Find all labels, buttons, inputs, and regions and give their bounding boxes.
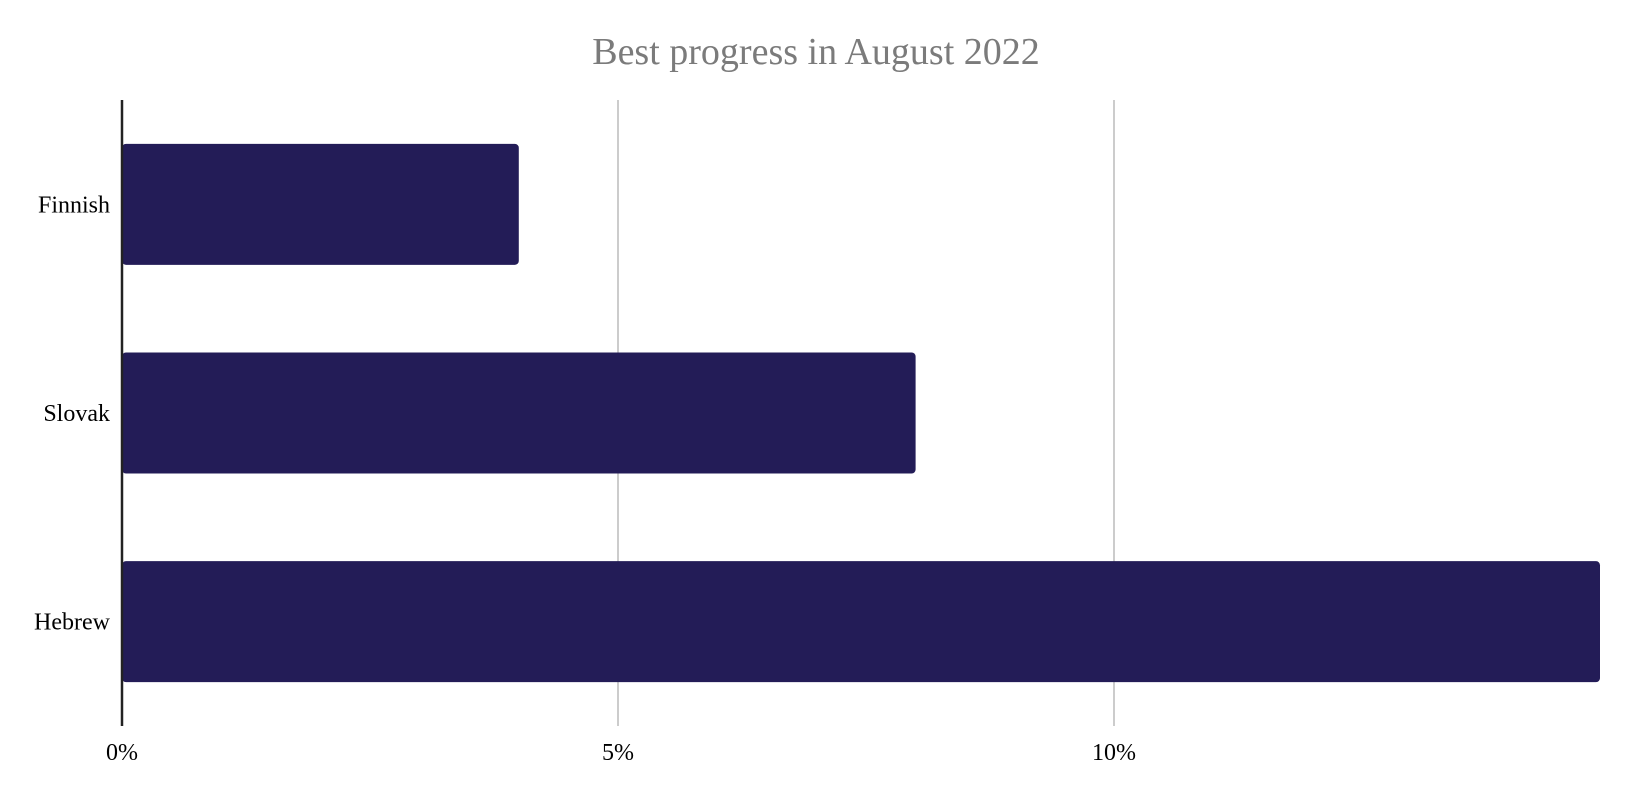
bar-slovak (122, 352, 916, 474)
category-label-slovak: Slovak (43, 401, 110, 427)
category-label-finnish: Finnish (38, 192, 110, 218)
x-tick-label: 5% (602, 740, 634, 766)
x-tick-label: 0% (106, 740, 138, 766)
x-axis-ticks: 0% 5% 10% (106, 740, 1136, 766)
chart-title: Best progress in August 2022 (592, 31, 1040, 73)
bar-finnish (122, 143, 519, 265)
category-label-hebrew: Hebrew (34, 610, 111, 636)
bar-hebrew (122, 561, 1600, 683)
category-labels: Finnish Slovak Hebrew (34, 192, 111, 635)
bars (122, 143, 1600, 683)
x-tick-label: 10% (1092, 740, 1136, 766)
